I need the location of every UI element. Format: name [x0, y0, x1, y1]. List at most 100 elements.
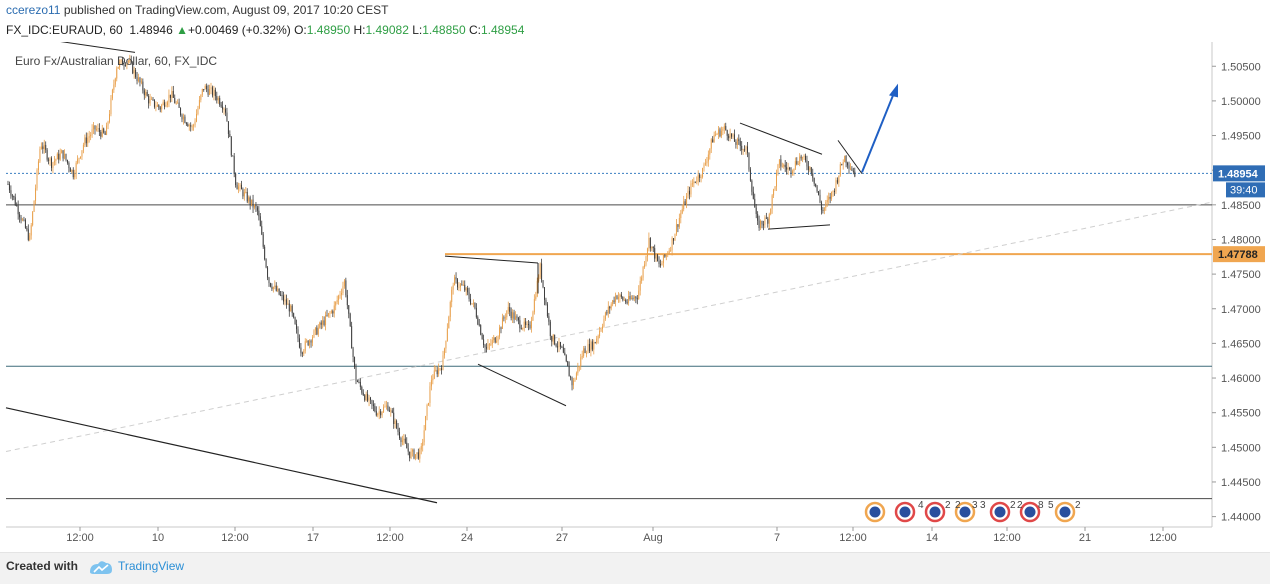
candle — [330, 311, 332, 313]
x-tick-label: 17 — [307, 532, 319, 544]
candle — [72, 169, 74, 178]
candle — [660, 264, 661, 266]
candle — [626, 302, 628, 304]
candle — [580, 357, 582, 367]
candle — [825, 202, 827, 208]
candle — [748, 152, 750, 170]
candle — [525, 321, 527, 325]
candle — [225, 108, 226, 113]
tradingview-brand-link[interactable]: TradingView — [118, 559, 185, 573]
candle — [836, 180, 838, 183]
candle — [246, 191, 248, 202]
candle — [288, 303, 290, 312]
candle — [51, 158, 52, 168]
candle — [507, 307, 509, 311]
open-label: O: — [294, 23, 307, 37]
candle — [258, 210, 260, 217]
candle — [648, 237, 650, 249]
candle — [278, 288, 280, 295]
candle — [348, 305, 350, 314]
candle — [169, 94, 171, 98]
candle — [197, 108, 199, 115]
candle — [404, 438, 406, 443]
candle — [61, 150, 63, 154]
candle — [619, 294, 621, 298]
candle — [568, 366, 570, 377]
candle — [335, 301, 337, 306]
candle — [7, 184, 9, 186]
candle — [56, 153, 58, 160]
candle — [496, 340, 498, 343]
candle — [274, 285, 276, 287]
candle — [172, 91, 174, 98]
event-count: 2 — [1010, 500, 1016, 511]
event-count: 2 — [1075, 500, 1081, 511]
candle — [294, 317, 296, 325]
candle — [403, 438, 405, 441]
time-axis[interactable]: 12:00 10 12:00 17 12:00 24 27 Aug 7 12:00 14 12:00 2… — [66, 527, 1177, 544]
candle — [542, 280, 544, 288]
candle — [800, 156, 802, 159]
candle — [755, 207, 757, 214]
candle — [538, 277, 540, 281]
candle — [584, 348, 586, 354]
candle — [275, 285, 277, 291]
candle — [272, 286, 274, 290]
candle — [475, 307, 477, 318]
candle — [484, 344, 486, 348]
candle — [451, 289, 453, 303]
candle — [135, 69, 137, 78]
candle — [633, 296, 635, 299]
candle — [744, 149, 746, 151]
candle — [152, 98, 154, 100]
candle — [107, 121, 109, 126]
candle — [359, 381, 361, 387]
candle — [230, 137, 232, 156]
event-flag-icon — [929, 506, 941, 518]
price-chart[interactable]: 1.505001.500001.495001.490001.485001.480… — [0, 42, 1270, 552]
price-axis[interactable]: 1.505001.500001.495001.490001.485001.480… — [1212, 61, 1265, 524]
level-label-box — [1213, 246, 1265, 263]
candle — [816, 186, 818, 192]
candle — [638, 290, 640, 299]
candle — [423, 430, 425, 443]
candle — [211, 87, 213, 96]
candle — [174, 97, 176, 104]
event-flag-icon — [869, 506, 881, 518]
candle — [641, 277, 643, 281]
candle — [697, 174, 699, 182]
candle — [280, 294, 282, 296]
candle — [452, 285, 454, 290]
candle — [214, 89, 216, 97]
candle — [53, 160, 55, 163]
candle — [81, 150, 83, 157]
candle — [165, 104, 167, 107]
tradingview-logo-icon — [90, 561, 112, 574]
triangle-line — [477, 363, 567, 407]
candle — [356, 381, 358, 383]
candle — [432, 378, 434, 381]
candle — [794, 161, 796, 169]
candle — [751, 180, 753, 192]
candle — [342, 286, 344, 293]
candle — [256, 207, 258, 211]
candle — [259, 216, 261, 227]
candle — [301, 352, 303, 354]
event-count: 5 — [1048, 500, 1054, 511]
candle — [181, 114, 183, 120]
candle — [146, 91, 148, 97]
candle — [670, 250, 672, 252]
candle — [416, 452, 418, 455]
candle — [820, 202, 822, 211]
candle — [35, 188, 37, 201]
candle — [133, 69, 135, 74]
candle — [809, 167, 811, 171]
author-link[interactable]: ccerezo11 — [6, 3, 61, 17]
candle — [126, 61, 128, 66]
candle — [124, 65, 126, 67]
y-tick-label: 1.45000 — [1221, 442, 1261, 454]
candle — [488, 344, 490, 346]
candle — [291, 305, 293, 314]
candle — [764, 217, 766, 225]
